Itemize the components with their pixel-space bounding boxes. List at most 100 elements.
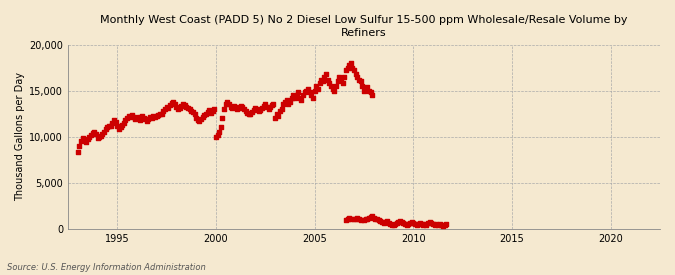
Point <box>350 216 361 221</box>
Point <box>234 106 244 110</box>
Point <box>421 223 432 227</box>
Point <box>113 127 124 131</box>
Point <box>150 115 161 119</box>
Point <box>168 99 179 104</box>
Point <box>219 107 230 111</box>
Point <box>321 72 331 76</box>
Point <box>125 115 136 119</box>
Point <box>408 221 418 225</box>
Point <box>223 102 234 107</box>
Point <box>298 93 308 97</box>
Point <box>267 103 277 108</box>
Point <box>142 119 153 123</box>
Y-axis label: Thousand Gallons per Day: Thousand Gallons per Day <box>15 72 25 201</box>
Point <box>367 93 377 97</box>
Point <box>238 107 249 111</box>
Point <box>433 223 443 227</box>
Point <box>191 116 202 120</box>
Point <box>261 105 272 109</box>
Point <box>293 90 304 95</box>
Point <box>136 114 147 119</box>
Point <box>159 107 170 111</box>
Point <box>340 218 351 222</box>
Point <box>259 104 269 108</box>
Point <box>344 215 354 220</box>
Point <box>380 220 391 224</box>
Point <box>375 219 386 224</box>
Point <box>281 98 292 102</box>
Point <box>354 217 364 222</box>
Point <box>197 115 208 119</box>
Point <box>365 90 376 95</box>
Point <box>184 107 195 111</box>
Point <box>352 75 362 79</box>
Point <box>285 99 296 104</box>
Point <box>245 111 256 116</box>
Point <box>402 223 412 227</box>
Point <box>99 130 109 134</box>
Point <box>439 223 450 227</box>
Point <box>334 75 345 79</box>
Point <box>338 81 348 86</box>
Point <box>352 215 362 220</box>
Point <box>398 221 409 225</box>
Point <box>283 102 294 107</box>
Point <box>271 111 282 116</box>
Point <box>301 88 312 93</box>
Point <box>174 106 185 110</box>
Point <box>122 116 132 120</box>
Point <box>107 120 117 125</box>
Point <box>411 223 422 227</box>
Point <box>130 117 141 121</box>
Point <box>189 111 200 116</box>
Point <box>144 115 155 119</box>
Point <box>311 84 322 88</box>
Point <box>273 114 284 119</box>
Point <box>428 222 439 226</box>
Point <box>188 109 198 114</box>
Point <box>387 223 398 227</box>
Point <box>84 134 95 139</box>
Point <box>74 144 85 148</box>
Point <box>425 220 435 224</box>
Point <box>355 218 366 222</box>
Point <box>392 221 402 225</box>
Point <box>288 93 298 97</box>
Point <box>212 133 223 137</box>
Point <box>331 84 342 88</box>
Point <box>357 84 368 88</box>
Point <box>268 102 279 107</box>
Point <box>151 114 162 119</box>
Point <box>94 134 105 139</box>
Point <box>270 116 281 120</box>
Point <box>396 220 407 224</box>
Point <box>370 216 381 221</box>
Point <box>248 108 259 112</box>
Point <box>90 132 101 136</box>
Point <box>332 79 343 84</box>
Point <box>79 138 90 142</box>
Point <box>263 107 274 111</box>
Point <box>286 96 297 100</box>
Point <box>199 113 210 118</box>
Point <box>176 104 187 108</box>
Point <box>358 88 369 93</box>
Point <box>429 223 440 227</box>
Point <box>192 118 203 122</box>
Point <box>308 96 319 100</box>
Point <box>227 106 238 110</box>
Point <box>349 68 360 73</box>
Point <box>324 81 335 86</box>
Point <box>339 75 350 79</box>
Point <box>161 105 172 109</box>
Point <box>166 101 177 106</box>
Point <box>215 125 226 130</box>
Point <box>230 105 241 109</box>
Point <box>342 216 353 221</box>
Point <box>110 120 121 124</box>
Point <box>385 222 396 226</box>
Point <box>279 99 290 104</box>
Point <box>255 108 266 112</box>
Point <box>403 222 414 226</box>
Point <box>309 88 320 93</box>
